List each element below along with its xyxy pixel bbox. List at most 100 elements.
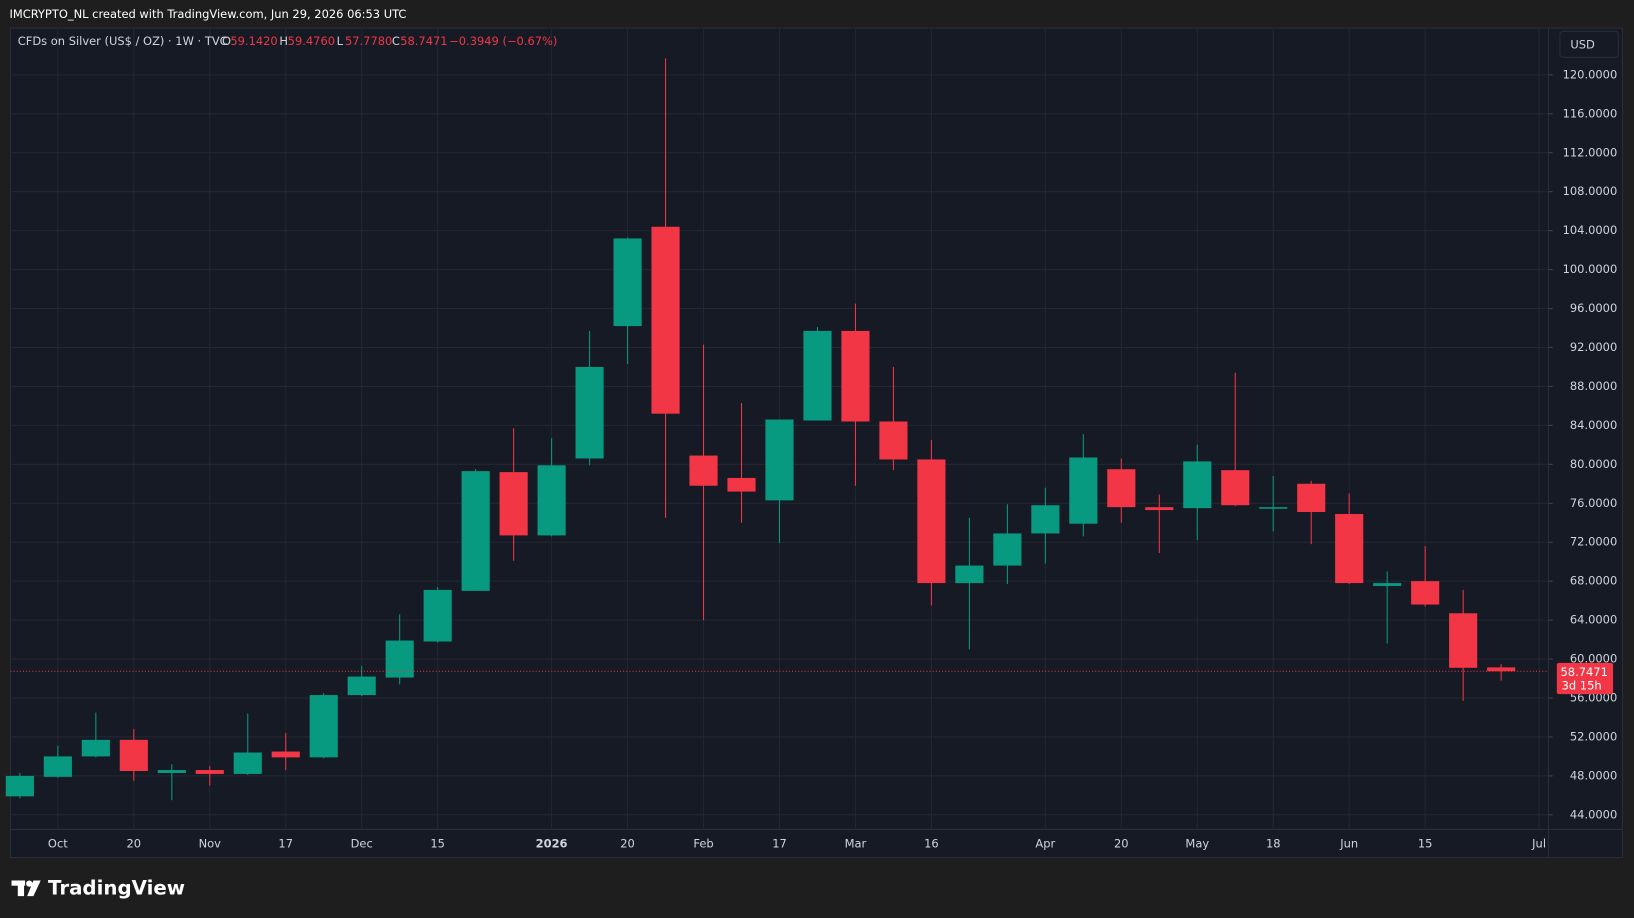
y-tick-label: 44.0000 — [1570, 807, 1617, 821]
candle-body — [537, 465, 566, 536]
x-tick-label: 16 — [924, 837, 939, 851]
ohlc-key: O — [222, 34, 231, 48]
x-tick-label: Apr — [1035, 837, 1055, 851]
candle-body — [499, 472, 528, 536]
y-tick-label: 52.0000 — [1570, 729, 1617, 743]
candle-body — [1297, 483, 1326, 513]
candle-body — [955, 565, 984, 584]
x-tick-label: 20 — [127, 837, 142, 851]
y-tick-label: 108.0000 — [1563, 184, 1618, 198]
y-tick-label: 84.0000 — [1570, 418, 1617, 432]
grid — [10, 28, 1553, 830]
candle-body — [233, 752, 262, 774]
logo-shape — [17, 880, 25, 897]
x-tick-label: 2026 — [536, 837, 568, 851]
ohlc-key: L — [337, 34, 344, 48]
candle-body — [1031, 505, 1060, 534]
candle-body — [309, 695, 338, 758]
candle-body — [1145, 507, 1174, 511]
y-tick-label: 100.0000 — [1563, 262, 1618, 276]
candle-body — [1335, 513, 1364, 584]
y-tick-label: 80.0000 — [1570, 457, 1617, 471]
candle-body — [651, 226, 680, 414]
currency-button[interactable] — [1559, 30, 1619, 58]
y-tick-label: 88.0000 — [1570, 379, 1617, 393]
y-tick-label: 120.0000 — [1563, 67, 1618, 81]
ohlc-value: 57.7780 — [345, 34, 392, 48]
candle-body — [917, 459, 946, 584]
y-tick-label: 68.0000 — [1570, 574, 1617, 588]
tradingview-logo: TradingView — [11, 876, 185, 899]
x-tick-label: Oct — [48, 837, 68, 851]
x-tick-label: Jun — [1339, 837, 1358, 851]
currency-label[interactable]: USD — [1570, 37, 1595, 51]
x-tick-label: 15 — [1418, 837, 1433, 851]
candle-body — [43, 756, 72, 777]
candle-body — [879, 421, 908, 460]
y-tick-label: 116.0000 — [1563, 106, 1618, 120]
symbol-legend: CFDs on Silver (US$ / OZ) · 1W · TVC — [18, 34, 228, 48]
candle-body — [803, 330, 832, 421]
candles — [5, 58, 1516, 801]
candle-body — [689, 455, 718, 486]
y-tick-label: 72.0000 — [1570, 535, 1617, 549]
candle-body — [1107, 469, 1136, 508]
logo-shape — [27, 880, 41, 897]
x-tick-label: Feb — [693, 837, 713, 851]
ohlc-key: H — [279, 34, 288, 48]
candle-body — [1183, 461, 1212, 509]
candle-body — [841, 330, 870, 422]
ohlc-value: 58.7471 — [400, 34, 447, 48]
x-tick-label: Jul — [1531, 837, 1546, 851]
y-tick-label: 112.0000 — [1563, 145, 1618, 159]
candle-body — [5, 775, 34, 797]
change-label: −0.3949 (−0.67%) — [449, 34, 557, 48]
candle-body — [1259, 507, 1288, 509]
x-tick-label: Dec — [351, 837, 373, 851]
ohlc-value: 59.1420 — [230, 34, 277, 48]
candle-body — [1449, 613, 1478, 668]
y-tick-label: 64.0000 — [1570, 613, 1617, 627]
y-tick-label: 96.0000 — [1570, 301, 1617, 315]
last-price-box — [1556, 662, 1614, 695]
x-tick-label: Nov — [199, 837, 222, 851]
candle-body — [195, 770, 224, 774]
logo-text: TradingView — [48, 876, 185, 899]
candle-body — [385, 640, 414, 678]
y-tick-label: 92.0000 — [1570, 340, 1617, 354]
x-tick-label: Mar — [845, 837, 867, 851]
candle-body — [575, 366, 604, 459]
ohlc-key: C — [392, 34, 400, 48]
candle-body — [727, 477, 756, 492]
candle-body — [119, 739, 148, 772]
x-tick-label: 17 — [772, 837, 787, 851]
candle-body — [157, 770, 186, 773]
ohlc-value: 59.4760 — [288, 34, 335, 48]
x-tick-label: 20 — [620, 837, 635, 851]
candle-body — [613, 238, 642, 327]
candle-body — [1373, 583, 1402, 587]
chart-pane — [9, 27, 1623, 859]
x-tick-label: 15 — [430, 837, 445, 851]
x-tick-label: 18 — [1266, 837, 1281, 851]
candle-body — [1487, 667, 1516, 672]
candle-body — [1411, 581, 1440, 605]
candle-body — [1069, 457, 1098, 524]
y-tick-label: 104.0000 — [1563, 223, 1618, 237]
x-tick-label: 20 — [1114, 837, 1129, 851]
candle-body — [271, 751, 300, 758]
candle-body — [461, 471, 490, 591]
candle-body — [347, 676, 376, 696]
y-tick-label: 76.0000 — [1570, 496, 1617, 510]
countdown-label: 3d 15h — [1562, 678, 1602, 692]
candle-body — [993, 533, 1022, 566]
x-tick-label: May — [1185, 837, 1209, 851]
last-price-label: 58.7471 — [1561, 665, 1608, 679]
candle-body — [765, 419, 794, 501]
candle-body — [81, 739, 110, 757]
candle-body — [1221, 470, 1250, 506]
logo-shape — [26, 880, 33, 887]
y-tick-label: 60.0000 — [1570, 652, 1617, 666]
